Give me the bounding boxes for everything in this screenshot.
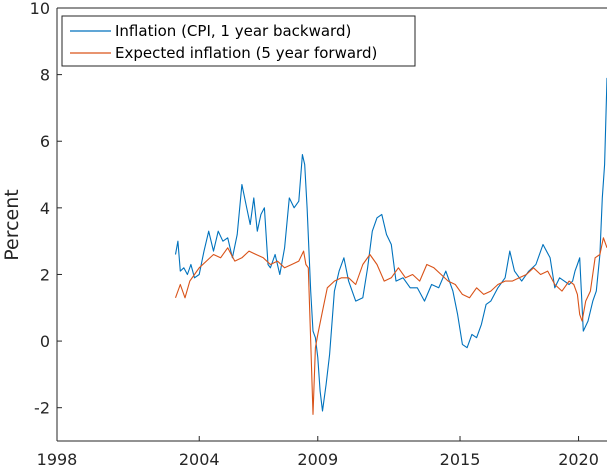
y-tick-label: 8 bbox=[40, 66, 50, 85]
x-tick-label: 2004 bbox=[179, 450, 220, 467]
x-tick-label: 2015 bbox=[440, 450, 481, 467]
legend: Inflation (CPI, 1 year backward) Expecte… bbox=[61, 15, 416, 67]
legend-box bbox=[61, 15, 416, 67]
series-line-expected-inflation bbox=[174, 237, 607, 415]
y-axis-title: Percent bbox=[1, 189, 23, 261]
series-layer bbox=[174, 77, 607, 415]
y-tick-label: 4 bbox=[40, 199, 50, 218]
y-tick-label: 10 bbox=[30, 0, 50, 18]
x-tick-label: 2009 bbox=[297, 450, 338, 467]
legend-label-expected-inflation: Expected inflation (5 year forward) bbox=[115, 44, 377, 62]
x-tick-label: 1998 bbox=[37, 450, 78, 467]
legend-label-inflation: Inflation (CPI, 1 year backward) bbox=[115, 22, 351, 40]
y-tick-label: 2 bbox=[40, 265, 50, 284]
ticks: -2 0 2 4 6 8 10 1998 2004 2009 2015 2020 bbox=[30, 0, 599, 467]
series-line-inflation bbox=[174, 77, 607, 412]
y-tick-label: 0 bbox=[40, 332, 50, 351]
plot-area bbox=[57, 8, 607, 441]
x-tick-label: 2020 bbox=[558, 450, 599, 467]
y-tick-label: -2 bbox=[34, 399, 50, 418]
axes bbox=[56, 7, 607, 442]
y-tick-label: 6 bbox=[40, 132, 50, 151]
